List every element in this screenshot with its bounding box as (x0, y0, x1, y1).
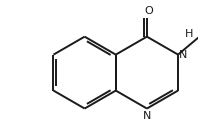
Text: N: N (143, 111, 151, 121)
Text: N: N (179, 50, 187, 60)
Text: H: H (185, 29, 194, 39)
Text: O: O (144, 6, 153, 16)
